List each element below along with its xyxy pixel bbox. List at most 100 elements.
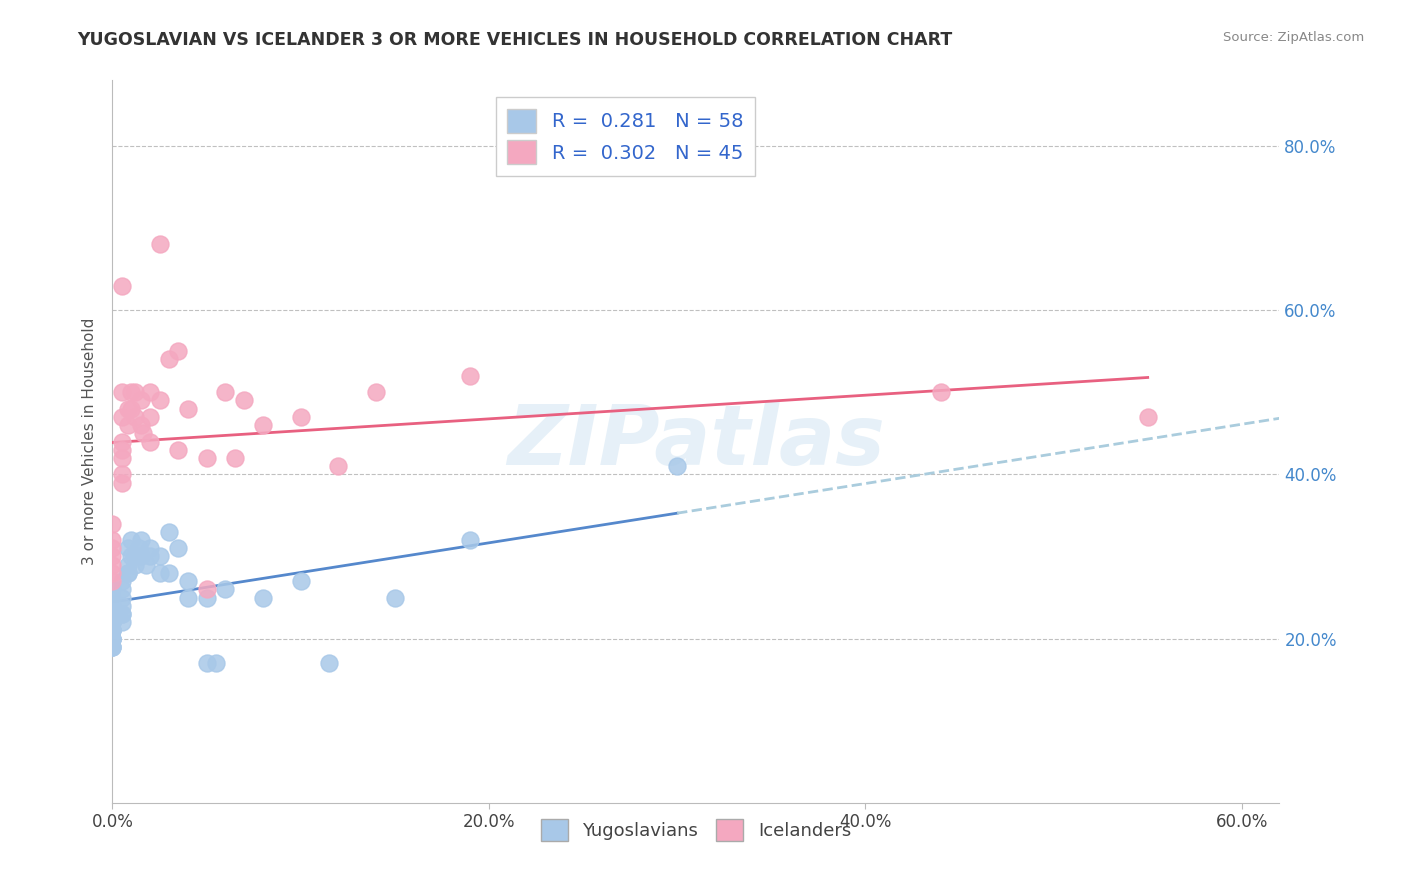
Point xyxy=(101,599,124,613)
Point xyxy=(101,558,124,572)
Point xyxy=(124,558,146,572)
Point xyxy=(384,591,406,605)
Point xyxy=(195,657,218,671)
Point xyxy=(233,393,256,408)
Point xyxy=(111,467,134,482)
Point xyxy=(101,640,124,654)
Point xyxy=(101,615,124,630)
Point xyxy=(101,640,124,654)
Point xyxy=(111,434,134,449)
Point xyxy=(139,385,162,400)
Point xyxy=(117,401,139,416)
Point xyxy=(101,591,124,605)
Point xyxy=(111,607,134,621)
Point xyxy=(101,541,124,556)
Point xyxy=(328,459,350,474)
Point xyxy=(101,624,124,638)
Point xyxy=(177,401,200,416)
Point xyxy=(111,409,134,424)
Point xyxy=(117,541,139,556)
Text: YUGOSLAVIAN VS ICELANDER 3 OR MORE VEHICLES IN HOUSEHOLD CORRELATION CHART: YUGOSLAVIAN VS ICELANDER 3 OR MORE VEHIC… xyxy=(77,31,953,49)
Point xyxy=(364,385,387,400)
Point xyxy=(148,549,170,564)
Point xyxy=(101,607,124,621)
Text: Source: ZipAtlas.com: Source: ZipAtlas.com xyxy=(1223,31,1364,45)
Point xyxy=(458,368,481,383)
Point xyxy=(129,533,152,547)
Point xyxy=(167,344,190,359)
Point xyxy=(120,533,142,547)
Point xyxy=(139,434,162,449)
Point xyxy=(148,393,170,408)
Point xyxy=(111,385,134,400)
Point xyxy=(117,418,139,433)
Point xyxy=(929,385,952,400)
Point xyxy=(290,574,312,588)
Point xyxy=(195,591,218,605)
Point xyxy=(101,624,124,638)
Point xyxy=(205,657,228,671)
Point xyxy=(318,657,340,671)
Point xyxy=(101,533,124,547)
Point xyxy=(124,409,146,424)
Point xyxy=(111,442,134,457)
Point xyxy=(139,549,162,564)
Point xyxy=(139,409,162,424)
Point xyxy=(177,591,200,605)
Point xyxy=(128,541,150,556)
Point xyxy=(129,549,152,564)
Point xyxy=(131,426,153,441)
Point xyxy=(195,582,218,597)
Point xyxy=(111,607,134,621)
Point xyxy=(224,450,246,465)
Point xyxy=(101,615,124,630)
Point xyxy=(101,632,124,646)
Point xyxy=(290,409,312,424)
Point xyxy=(129,393,152,408)
Point xyxy=(101,549,124,564)
Point xyxy=(111,591,134,605)
Point xyxy=(101,566,124,580)
Point xyxy=(111,582,134,597)
Point xyxy=(111,278,134,293)
Point xyxy=(101,624,124,638)
Point xyxy=(101,615,124,630)
Point xyxy=(139,541,162,556)
Point xyxy=(195,450,218,465)
Point xyxy=(101,516,124,531)
Point xyxy=(111,599,134,613)
Point xyxy=(148,566,170,580)
Point xyxy=(458,533,481,547)
Point xyxy=(1136,409,1159,424)
Point xyxy=(157,352,180,367)
Point xyxy=(120,549,142,564)
Point xyxy=(157,566,180,580)
Point xyxy=(214,582,236,597)
Point xyxy=(101,632,124,646)
Point xyxy=(252,418,274,433)
Point xyxy=(101,574,124,588)
Point xyxy=(101,632,124,646)
Point xyxy=(101,599,124,613)
Point xyxy=(111,574,134,588)
Point xyxy=(124,549,146,564)
Point xyxy=(101,640,124,654)
Point xyxy=(252,591,274,605)
Point xyxy=(157,524,180,539)
Point xyxy=(117,566,139,580)
Point xyxy=(124,385,146,400)
Point xyxy=(148,237,170,252)
Point xyxy=(167,442,190,457)
Point xyxy=(117,558,139,572)
Point xyxy=(117,566,139,580)
Point xyxy=(101,582,124,597)
Point xyxy=(101,624,124,638)
Point xyxy=(167,541,190,556)
Point xyxy=(111,450,134,465)
Point xyxy=(120,401,142,416)
Legend: Yugoslavians, Icelanders: Yugoslavians, Icelanders xyxy=(534,812,858,848)
Point xyxy=(177,574,200,588)
Point xyxy=(120,385,142,400)
Point xyxy=(135,558,157,572)
Point xyxy=(101,615,124,630)
